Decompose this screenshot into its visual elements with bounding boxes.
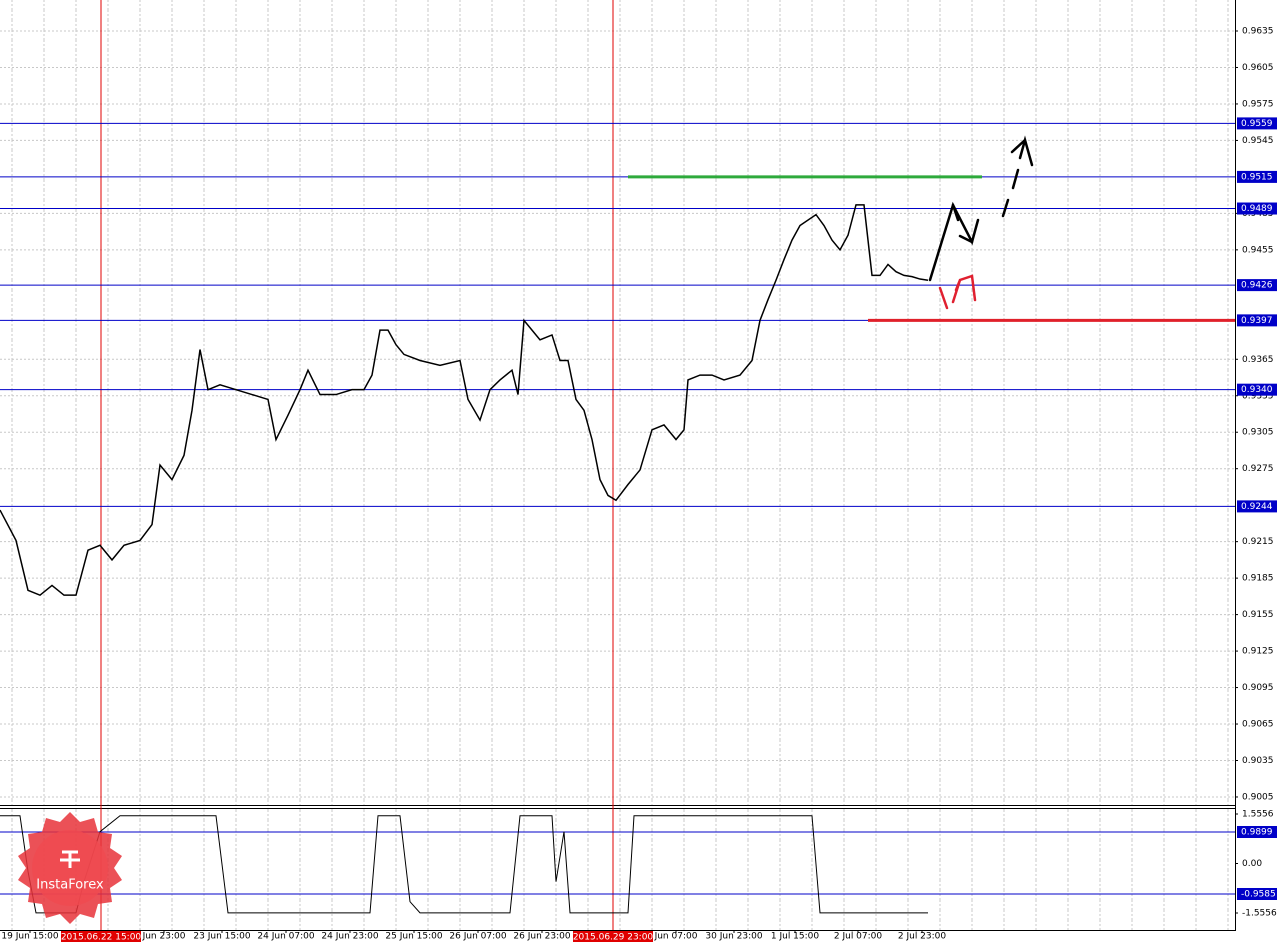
y-tick-label: 0.9125	[1242, 647, 1274, 657]
level-label-box	[1237, 279, 1277, 292]
y-tick-label: 0.9185	[1242, 574, 1274, 584]
price-line	[0, 204, 929, 597]
x-tick-label: 23 Jun 15:00	[193, 932, 250, 942]
y-tick-label: 0.9215	[1242, 537, 1274, 547]
arrow-red	[938, 274, 977, 310]
y-tick-label: -1.5556	[1242, 908, 1277, 918]
level-label: 0.9340	[1241, 385, 1273, 395]
x-tick-label: 25 Jun 15:00	[385, 932, 442, 942]
y-tick-label: 0.9605	[1242, 63, 1274, 73]
level-label-box	[1237, 500, 1277, 513]
level-label: 0.9426	[1241, 281, 1273, 291]
x-tick-label: 19 Jun 15:00	[1, 932, 58, 942]
marker-label-box	[61, 931, 141, 942]
y-tick-label: 0.9035	[1242, 756, 1274, 766]
x-tick-label: 1 Jul 15:00	[771, 932, 820, 942]
level-label: 0.9515	[1241, 172, 1273, 182]
level-label: -0.9585	[1241, 889, 1276, 899]
forecast-arrows	[928, 135, 1034, 310]
y-tick-label: 0.00	[1242, 859, 1262, 869]
x-tick-label: 24 Jun 23:00	[321, 932, 378, 942]
arrow-black-dashed	[1001, 135, 1034, 218]
y-tick-label: 0.9365	[1242, 355, 1274, 365]
level-label-box	[1237, 117, 1277, 130]
y-tick-label: 0.9155	[1242, 610, 1274, 620]
y-tick-label: 0.9275	[1242, 464, 1274, 474]
marker-label: 2015.06.29 23:00	[573, 933, 654, 943]
level-label: 0.9244	[1241, 502, 1273, 512]
x-tick-label: 2 Jul 23:00	[898, 932, 947, 942]
level-label: 0.9397	[1241, 316, 1273, 326]
arrow-black	[928, 201, 980, 282]
level-label-box	[1237, 383, 1277, 396]
level-label-box	[1237, 170, 1277, 183]
level-label-box	[1237, 887, 1277, 900]
y-tick-label: 0.9335	[1242, 391, 1274, 401]
level-label-box	[1237, 202, 1277, 215]
y-tick-label: 0.9095	[1242, 683, 1274, 693]
logo-icon	[60, 850, 80, 868]
y-tick-label: 0.9575	[1242, 99, 1274, 109]
y-tick-label: 1.5556	[1242, 809, 1274, 819]
x-tick-label: Jun 23:00	[142, 932, 186, 942]
y-tick-label: 0.9305	[1242, 428, 1274, 438]
x-tick-label: 26 Jun 23:00	[513, 932, 570, 942]
y-tick-label: 0.9005	[1242, 792, 1274, 802]
x-tick-label: 24 Jun 07:00	[257, 932, 314, 942]
logo-badge: InstaForex	[18, 812, 122, 924]
x-tick-label: 2 Jul 07:00	[834, 932, 883, 942]
level-label-box	[1237, 825, 1277, 838]
level-label: 0.9899	[1241, 827, 1273, 837]
y-tick-label: 0.9545	[1242, 136, 1274, 146]
x-tick-label: 30 Jun 23:00	[705, 932, 762, 942]
y-tick-label: 0.9635	[1242, 27, 1274, 37]
y-tick-label: 0.9455	[1242, 245, 1274, 255]
y-tick-label: 0.9065	[1242, 720, 1274, 730]
level-label: 0.9559	[1241, 119, 1273, 129]
marker-label: 2015.06.22 15:00	[61, 933, 142, 943]
level-label-box	[1237, 314, 1277, 327]
indicator-grid	[0, 808, 1236, 930]
logo-text: InstaForex	[36, 878, 104, 893]
marker-label-box	[573, 931, 653, 942]
level-label: 0.9489	[1241, 204, 1273, 214]
vertical-grid	[0, 0, 1236, 806]
x-tick-label: 26 Jun 07:00	[449, 932, 506, 942]
x-tick-label: Jun 07:00	[654, 932, 698, 942]
arrow-head	[951, 203, 974, 244]
